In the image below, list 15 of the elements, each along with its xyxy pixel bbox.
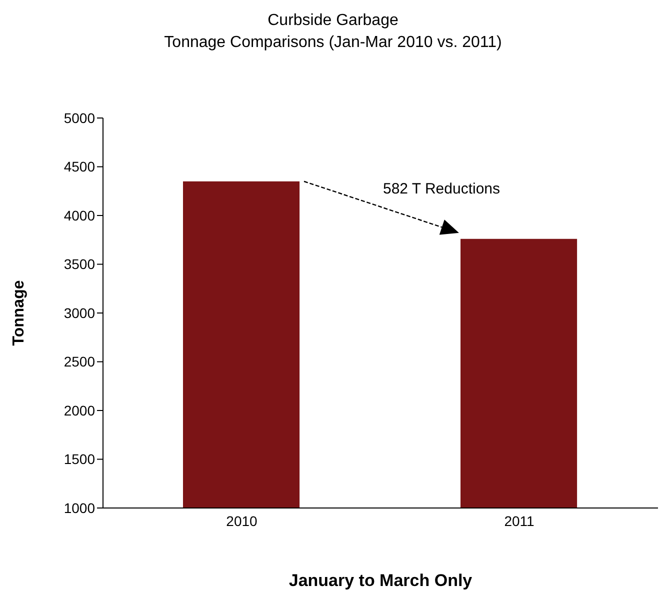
y-tick-label: 4000 (64, 207, 96, 224)
x-axis-title: January to March Only (288, 571, 473, 590)
annotation: 582 T Reductions (382, 180, 500, 198)
y-tick-label: 3000 (64, 304, 96, 321)
y-tick-label: 3500 (64, 256, 96, 272)
y-tick-label: 1000 (64, 500, 96, 516)
chart-title: Curbside Garbage Tonnage Comparisons (Jan-Mar 2010 vs. 2011) (163, 11, 503, 53)
y-tick-label: 5000 (64, 110, 96, 126)
y-tick-label: 1500 (64, 451, 96, 468)
y-tick-label: 2000 (64, 402, 96, 418)
x-tick-label: 2010 (226, 512, 258, 529)
y-axis-title: Tonnage (10, 280, 28, 346)
y-tick-label: 4500 (64, 158, 96, 175)
y-tick-label: 2500 (64, 354, 96, 370)
x-tick-label: 2011 (504, 512, 535, 529)
